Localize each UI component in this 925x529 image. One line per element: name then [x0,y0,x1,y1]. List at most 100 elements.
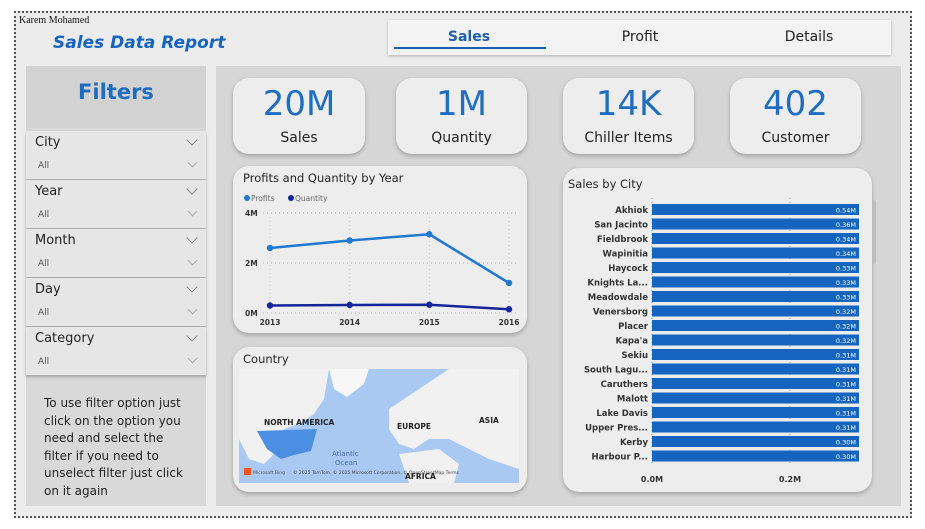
line-chart-card: Profits and Quantity by Year Profits Quan… [233,166,527,333]
tab-details[interactable]: Details [784,29,834,45]
slicer-month[interactable]: Month All [26,229,206,277]
slicer-value[interactable]: All [38,308,50,318]
data-point [426,231,433,238]
kpi-card-chiller-items: 14K Chiller Items [563,78,694,154]
category-label: Kapa'a [616,337,649,347]
chevron-down-icon[interactable] [186,281,198,293]
active-tab-underline [394,47,546,49]
slicer-day[interactable]: Day All [26,278,206,326]
slicer-value[interactable]: All [38,357,50,367]
map-label: AFRICA [405,472,436,481]
data-label: 0.33M [836,265,856,273]
data-label: 0.31M [836,395,856,403]
slicer-year[interactable]: Year All [26,180,206,228]
x-tick-label: 2013 [260,318,281,327]
data-label: 0.31M [836,424,856,432]
data-point [266,302,274,309]
bar-chart: 0.0M 0.2M Akhiok 0.54M San Jacinto 0.36M Field… [584,198,859,484]
category-label: Venersborg [593,308,648,318]
kpi-value: 1M [436,84,487,124]
chevron-down-icon[interactable] [186,134,198,146]
chevron-down-icon[interactable] [186,232,198,244]
map-attribution[interactable]: © 2025 TomTom, © 2025 Microsoft Corporat… [293,469,460,476]
category-label: Placer [618,322,649,332]
slicer-value[interactable]: All [38,259,50,269]
data-label: 0.30M [836,453,856,461]
data-point [505,306,513,313]
chevron-down-icon[interactable] [187,353,198,364]
category-label: Upper Pres... [585,424,648,434]
bar [652,291,859,302]
data-label: 0.34M [836,236,856,244]
map-label: ASIA [479,416,499,425]
category-label: Malott [617,395,648,405]
kpi-label: Sales [280,130,318,146]
filter-instructions: To use filter option just click on the o… [44,396,183,498]
data-label: 0.54M [836,207,856,215]
kpi-label: Quantity [431,130,492,146]
legend-marker [288,195,294,201]
bar-chart-card: Sales by City 0.0M 0.2M Akhiok 0.54M San Jac… [563,168,872,492]
kpi-card-quantity: 1M Quantity [396,78,527,154]
slicer-label: Year [35,184,63,199]
data-label: 0.33M [836,294,856,302]
slicer-category[interactable]: Category All [26,327,206,375]
x-tick-label: 2016 [499,318,520,327]
slicer-label: Day [35,282,61,297]
legend-label: Profits [251,194,275,203]
bar [652,320,859,331]
y-tick-label: 0M [245,309,258,318]
data-label: 0.31M [836,381,856,389]
microsoft-logo-icon [244,468,251,475]
slicer-value[interactable]: All [38,161,50,171]
filters-heading: Filters [26,66,206,128]
chevron-down-icon[interactable] [187,255,198,266]
data-label: 0.33M [836,279,856,287]
map-label: NORTH AMERICA [264,418,335,427]
data-label: 0.36M [836,221,856,229]
kpi-value: 14K [595,84,662,124]
kpi-label: Chiller Items [584,130,673,146]
slicer-label: Month [35,233,76,248]
bar [652,436,859,447]
page-navigator: Sales Profit Details [388,20,891,55]
bar [652,276,859,288]
slicer-city[interactable]: City All [26,131,206,179]
map[interactable]: NORTH AMERICA EUROPE ASIA Atlantic Ocean… [239,369,519,483]
chevron-down-icon[interactable] [187,206,198,217]
tab-sales[interactable]: Sales [447,29,491,45]
bar-chart-scrollbar[interactable] [872,200,876,264]
report-title: Sales Data Report [53,33,226,53]
chevron-down-icon[interactable] [186,330,198,342]
category-label: Lake Davis [596,409,648,419]
category-label: Fieldbrook [597,235,648,245]
bar [652,247,859,259]
line-chart-title: Profits and Quantity by Year [243,171,404,185]
data-label: 0.30M [836,439,856,447]
data-label: 0.32M [836,308,856,316]
map-card: Country NORTH AMERICA EUROPE ASIA Atlant… [233,347,527,492]
bar [652,305,859,317]
bar [652,407,859,418]
usa-highlight [257,429,317,459]
legend-marker [244,195,250,201]
chevron-down-icon[interactable] [186,183,198,195]
x-tick-label: 2015 [419,318,440,327]
y-tick-label: 2M [245,259,258,268]
category-label: Wapinitia [603,250,649,260]
data-point [505,279,513,287]
x-tick-label: 0.2M [779,475,801,484]
tab-profit[interactable]: Profit [621,29,659,45]
kpi-value: 402 [763,84,828,124]
bar [652,378,859,389]
bar [652,218,859,230]
chevron-down-icon[interactable] [187,304,198,315]
category-label: Caruthers [601,380,648,390]
chevron-down-icon[interactable] [187,157,198,168]
slicer-value[interactable]: All [38,210,50,220]
category-label: Kerby [620,438,648,448]
bar-chart-title: Sales by City [568,177,643,191]
slicer-label: City [35,135,61,150]
data-label: 0.32M [836,323,856,331]
legend-label: Quantity [295,194,328,203]
